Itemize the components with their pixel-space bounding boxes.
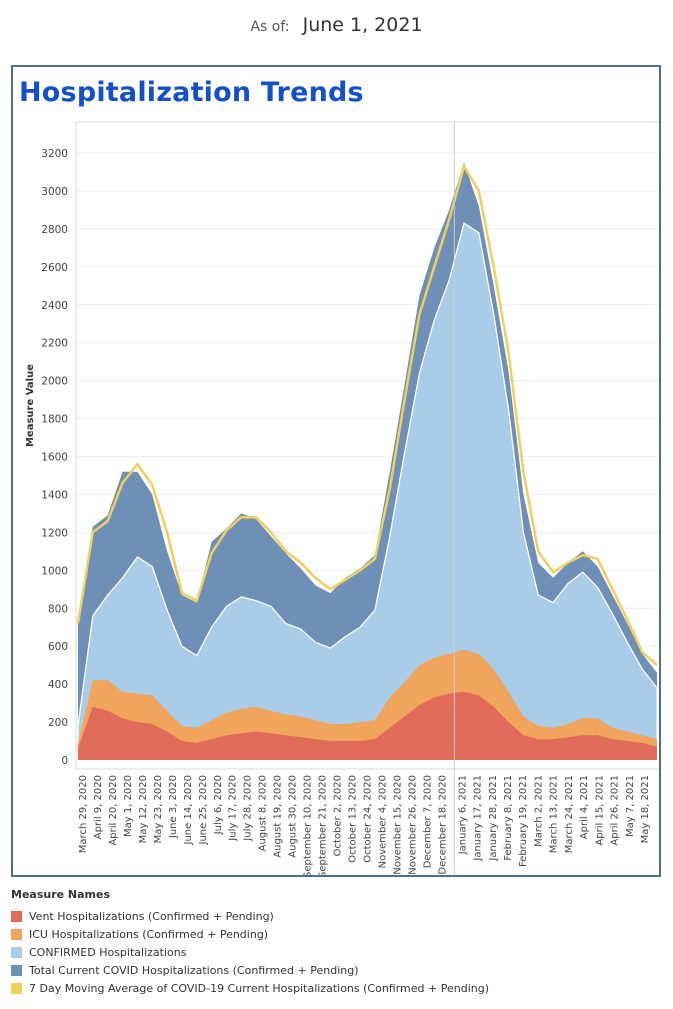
y-tick-label: 1000 — [41, 565, 68, 577]
x-tick-label: September 10, 2020 — [303, 775, 314, 875]
y-tick-label: 200 — [48, 717, 68, 729]
y-tick-label: 3200 — [41, 148, 68, 160]
y-tick-label: 3000 — [41, 186, 68, 198]
x-tick-label: March 2, 2021 — [534, 775, 545, 847]
legend: Measure Names Vent Hospitalizations (Con… — [11, 888, 661, 997]
x-tick-label: September 21, 2020 — [318, 775, 329, 875]
hospitalization-chart: 0 200 400 600 800 1000 1200 1400 1600 1800 2000 220… — [25, 121, 659, 875]
x-tick-label: May 12, 2020 — [138, 775, 149, 843]
x-tick-label: October 24, 2020 — [363, 775, 374, 863]
legend-title: Measure Names — [11, 888, 111, 901]
x-tick-label: March 29, 2020 — [78, 775, 89, 853]
y-tick-label: 800 — [48, 603, 68, 615]
y-tick-label: 600 — [48, 641, 68, 653]
x-tick-label: March 24, 2021 — [564, 775, 575, 853]
legend-label: CONFIRMED Hospitalizations — [29, 945, 187, 959]
x-tick-label: July 6, 2020 — [213, 775, 224, 835]
x-tick-label: October 13, 2020 — [348, 775, 359, 863]
x-tick-label: January 28, 2021 — [488, 775, 499, 862]
x-tick-label: October 2, 2020 — [333, 775, 344, 856]
x-tick-label: February 19, 2021 — [518, 775, 529, 867]
legend-item[interactable]: Total Current COVID Hospitalizations (Co… — [11, 961, 661, 979]
legend-item[interactable]: ICU Hospitalizations (Confirmed + Pendin… — [11, 925, 661, 943]
x-tick-label: August 19, 2020 — [273, 775, 284, 858]
legend-swatch — [11, 964, 22, 976]
x-tick-label: April 15, 2021 — [594, 775, 605, 846]
as-of-date: June 1, 2021 — [302, 14, 423, 36]
x-tick-label: November 26, 2020 — [407, 775, 418, 875]
x-tick-label: June 14, 2020 — [183, 775, 194, 846]
y-tick-label: 0 — [61, 755, 68, 767]
x-tick-label: March 13, 2021 — [549, 775, 560, 853]
y-tick-label: 1400 — [41, 489, 68, 501]
as-of-header: As of: June 1, 2021 — [0, 14, 673, 36]
confirmed-edge — [77, 222, 658, 726]
y-tick-label: 1600 — [41, 452, 68, 464]
x-tick-label: May 1, 2020 — [123, 775, 134, 837]
x-tick-label: January 6, 2021 — [457, 775, 468, 855]
x-tick-label: December 18, 2020 — [437, 775, 448, 875]
x-tick-label: April 26, 2021 — [610, 775, 621, 846]
x-tick-label: July 28, 2020 — [243, 775, 254, 842]
x-tick-label: January 17, 2021 — [473, 775, 484, 862]
x-tick-label: April 20, 2020 — [108, 775, 119, 846]
legend-label: ICU Hospitalizations (Confirmed + Pendin… — [29, 927, 269, 941]
legend-swatch — [11, 982, 22, 994]
x-tick-label: April 4, 2021 — [579, 775, 590, 839]
x-tick-label: February 8, 2021 — [503, 775, 514, 861]
y-tick-label: 2400 — [41, 300, 68, 312]
x-tick-label: April 9, 2020 — [93, 775, 104, 839]
legend-swatch — [11, 910, 22, 922]
x-tick-label: May 18, 2021 — [640, 775, 651, 843]
legend-label: Vent Hospitalizations (Confirmed + Pendi… — [29, 909, 274, 923]
x-tick-label: July 17, 2020 — [228, 775, 239, 842]
area-vent — [78, 691, 657, 760]
x-tick-label: August 8, 2020 — [258, 775, 269, 851]
chart-title: Hospitalization Trends — [19, 77, 364, 108]
legend-swatch — [11, 928, 22, 940]
as-of-prefix: As of: — [250, 19, 290, 35]
legend-swatch — [11, 946, 22, 958]
legend-label: 7 Day Moving Average of COVID-19 Current… — [29, 981, 489, 995]
x-tick-label: August 30, 2020 — [288, 775, 299, 858]
y-tick-label: 2000 — [41, 376, 68, 388]
x-tick-label: June 25, 2020 — [198, 775, 209, 846]
legend-item[interactable]: 7 Day Moving Average of COVID-19 Current… — [11, 979, 661, 997]
y-tick-label: 2200 — [41, 338, 68, 350]
x-tick-label: May 7, 2021 — [625, 775, 636, 837]
x-tick-label: May 23, 2020 — [153, 775, 164, 843]
x-tick-label: December 7, 2020 — [422, 775, 433, 868]
legend-label: Total Current COVID Hospitalizations (Co… — [29, 963, 359, 977]
chart-panel: Hospitalization Trends 0 200 400 600 800 1000… — [11, 65, 661, 877]
x-tick-label: November 15, 2020 — [392, 775, 403, 875]
y-tick-label: 400 — [48, 679, 68, 691]
moving-average-line — [76, 165, 658, 667]
legend-item[interactable]: Vent Hospitalizations (Confirmed + Pendi… — [11, 907, 661, 925]
y-tick-label: 1200 — [41, 527, 68, 539]
y-tick-label: 1800 — [41, 414, 68, 426]
y-tick-label: 2800 — [41, 224, 68, 236]
legend-item[interactable]: CONFIRMED Hospitalizations — [11, 943, 661, 961]
x-tick-label: June 3, 2020 — [168, 775, 179, 839]
x-tick-label: November 4, 2020 — [378, 775, 389, 868]
y-tick-label: 2600 — [41, 262, 68, 274]
y-axis-label: Measure Value — [25, 364, 36, 447]
